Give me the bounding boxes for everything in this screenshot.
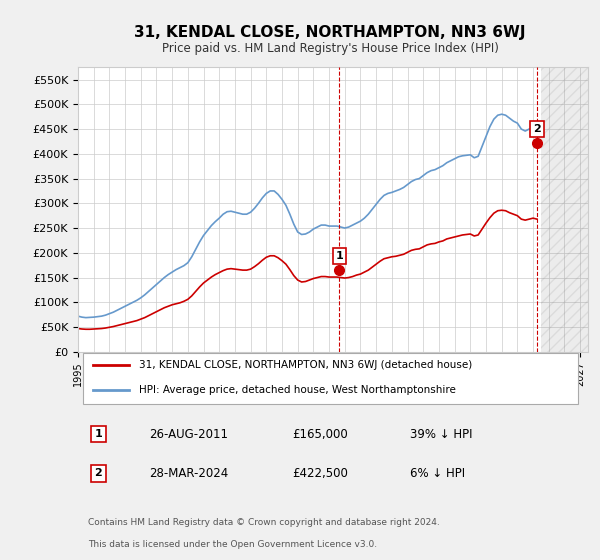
Bar	[541, 67, 588, 352]
Text: 31, KENDAL CLOSE, NORTHAMPTON, NN3 6WJ (detached house): 31, KENDAL CLOSE, NORTHAMPTON, NN3 6WJ (…	[139, 361, 472, 371]
Text: Price paid vs. HM Land Registry's House Price Index (HPI): Price paid vs. HM Land Registry's House …	[161, 42, 499, 55]
Text: 2: 2	[95, 469, 102, 478]
Text: 6% ↓ HPI: 6% ↓ HPI	[409, 467, 464, 480]
Text: This data is licensed under the Open Government Licence v3.0.: This data is licensed under the Open Gov…	[88, 540, 377, 549]
Text: 1: 1	[335, 251, 343, 262]
Text: 28-MAR-2024: 28-MAR-2024	[149, 467, 229, 480]
Text: £165,000: £165,000	[292, 428, 348, 441]
Text: 2: 2	[533, 124, 541, 134]
Text: Contains HM Land Registry data © Crown copyright and database right 2024.: Contains HM Land Registry data © Crown c…	[88, 518, 440, 527]
Text: 1: 1	[95, 429, 102, 439]
Text: 26-AUG-2011: 26-AUG-2011	[149, 428, 229, 441]
Text: 31, KENDAL CLOSE, NORTHAMPTON, NN3 6WJ: 31, KENDAL CLOSE, NORTHAMPTON, NN3 6WJ	[134, 25, 526, 40]
FancyBboxPatch shape	[83, 353, 578, 404]
Text: HPI: Average price, detached house, West Northamptonshire: HPI: Average price, detached house, West…	[139, 385, 456, 395]
Text: £422,500: £422,500	[292, 467, 348, 480]
Text: 39% ↓ HPI: 39% ↓ HPI	[409, 428, 472, 441]
